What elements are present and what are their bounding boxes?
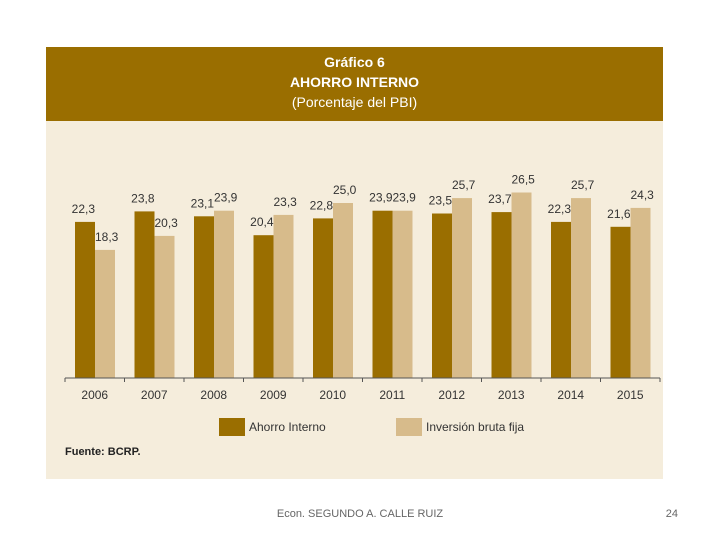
- bar-inversion-2006: [95, 249, 115, 378]
- data-label: 23,9: [214, 191, 238, 205]
- x-tick-label: 2013: [498, 388, 525, 402]
- legend-label-ahorro: Ahorro Interno: [249, 420, 326, 434]
- data-label: 25,7: [571, 178, 595, 192]
- data-label: 20,3: [155, 216, 179, 230]
- bar-ahorro-2007: [134, 211, 155, 378]
- legend-swatch-inversion: [396, 418, 422, 436]
- bar-inversion-2013: [511, 192, 532, 378]
- chart-title: AHORRO INTERNO: [289, 74, 420, 90]
- chart-number: Gráfico 6: [324, 54, 385, 70]
- x-tick-label: 2007: [141, 388, 168, 402]
- x-tick-label: 2008: [200, 388, 227, 402]
- page-number: 24: [665, 508, 678, 520]
- bar-inversion-2008: [214, 210, 234, 378]
- bar-ahorro-2015: [610, 226, 631, 378]
- data-label: 23,7: [488, 192, 512, 206]
- x-tick-label: 2009: [260, 388, 287, 402]
- data-label: 20,4: [250, 215, 274, 229]
- data-label: 23,9: [393, 191, 417, 205]
- x-tick-label: 2010: [319, 388, 346, 402]
- data-label: 21,6: [607, 207, 631, 221]
- data-label: 23,5: [429, 194, 453, 208]
- bar-inversion-2014: [571, 198, 591, 378]
- data-label: 22,3: [548, 202, 572, 216]
- legend-label-inversion: Inversión bruta fija: [426, 420, 524, 434]
- legend-swatch-ahorro: [219, 418, 245, 436]
- data-label: 22,8: [310, 198, 334, 212]
- bar-inversion-2009: [273, 214, 294, 378]
- data-label: 25,0: [333, 183, 357, 197]
- bar-inversion-2012: [452, 198, 472, 378]
- bar-inversion-2010: [333, 203, 353, 378]
- data-label: 18,3: [95, 230, 119, 244]
- chart-subtitle: (Porcentaje del PBI): [291, 94, 418, 110]
- bar-inversion-2015: [630, 207, 651, 378]
- bar-ahorro-2006: [75, 221, 95, 378]
- bar-ahorro-2009: [253, 235, 274, 378]
- data-label: 23,9: [369, 191, 393, 205]
- data-label: 22,3: [72, 202, 96, 216]
- bar-ahorro-2010: [313, 218, 333, 378]
- source-note: Fuente: BCRP.: [65, 446, 141, 458]
- chart-figure: Gráfico 6 AHORRO INTERNO (Porcentaje del…: [46, 47, 663, 479]
- data-label: 26,5: [512, 173, 536, 187]
- bar-ahorro-2012: [432, 213, 452, 378]
- bar-ahorro-2014: [551, 221, 571, 378]
- bar-ahorro-2008: [194, 216, 214, 378]
- bar-ahorro-2011: [372, 210, 393, 378]
- x-tick-label: 2012: [438, 388, 465, 402]
- footer-author: Econ. SEGUNDO A. CALLE RUIZ: [276, 508, 444, 520]
- data-label: 23,1: [191, 196, 215, 210]
- x-tick-label: 2011: [379, 388, 405, 402]
- data-label: 23,8: [131, 191, 155, 205]
- x-tick-label: 2014: [557, 388, 584, 402]
- chart-header: Gráfico 6 AHORRO INTERNO (Porcentaje del…: [46, 47, 663, 121]
- bar-ahorro-2013: [491, 212, 512, 378]
- data-label: 23,3: [274, 195, 298, 209]
- x-tick-label: 2015: [617, 388, 644, 402]
- bar-inversion-2011: [392, 210, 413, 378]
- data-label: 25,7: [452, 178, 476, 192]
- bar-inversion-2007: [154, 235, 175, 378]
- x-tick-label: 2006: [81, 388, 108, 402]
- data-label: 24,3: [631, 188, 655, 202]
